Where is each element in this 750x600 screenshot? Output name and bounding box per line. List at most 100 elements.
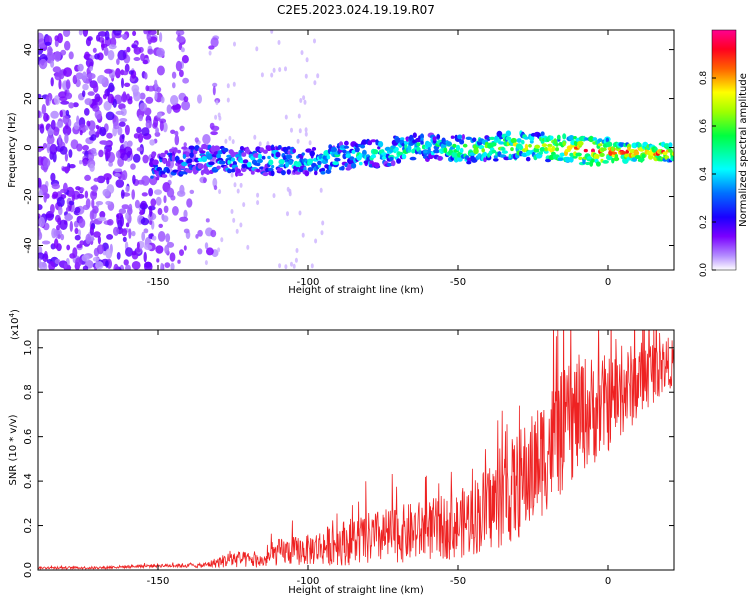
ridge-blob bbox=[613, 156, 620, 162]
noise-blob bbox=[64, 262, 68, 269]
noise-blob bbox=[91, 191, 98, 197]
noise-blob bbox=[121, 133, 125, 140]
ridge-blob bbox=[547, 143, 553, 148]
noise-blob bbox=[78, 229, 81, 237]
noise-blob bbox=[103, 47, 109, 56]
ridge-blob bbox=[363, 160, 369, 165]
noise-blob bbox=[106, 234, 114, 240]
noise-speckle bbox=[316, 73, 320, 79]
noise-blob bbox=[38, 148, 42, 153]
noise-blob bbox=[102, 188, 110, 197]
ridge-blob bbox=[265, 167, 270, 173]
noise-blob bbox=[104, 68, 113, 74]
ridge-blob bbox=[451, 151, 458, 158]
noise-blob bbox=[125, 222, 130, 228]
noise-blob bbox=[125, 264, 131, 270]
noise-blob bbox=[139, 102, 147, 112]
ridge-blob bbox=[276, 167, 284, 172]
noise-blob bbox=[158, 223, 163, 228]
ridge-blob bbox=[459, 139, 465, 145]
noise-speckle bbox=[284, 66, 287, 72]
snr-background bbox=[38, 330, 674, 570]
noise-blob bbox=[205, 218, 210, 223]
noise-speckle bbox=[226, 83, 230, 89]
noise-blob bbox=[143, 251, 147, 263]
spectrogram-plot: -150 -100 -50 0 -40 -20 0 20 40 Height of strai… bbox=[7, 29, 675, 296]
noise-blob bbox=[182, 77, 190, 84]
ridge-blob bbox=[237, 172, 244, 177]
noise-speckle bbox=[290, 127, 293, 133]
noise-blob bbox=[176, 35, 186, 43]
noise-blob bbox=[98, 149, 104, 158]
ridge-blob bbox=[498, 141, 505, 145]
ridge-blob bbox=[525, 156, 531, 162]
ridge-blob bbox=[344, 140, 349, 146]
ridge-blob bbox=[510, 137, 517, 144]
noise-blob bbox=[149, 206, 153, 218]
noise-speckle bbox=[253, 134, 257, 140]
noise-blob bbox=[142, 154, 149, 164]
figure-title: C2E5.2023.024.19.19.R07 bbox=[277, 3, 435, 17]
ridge-blob bbox=[549, 135, 554, 140]
noise-speckle bbox=[258, 141, 262, 147]
noise-blob bbox=[90, 147, 97, 155]
noise-blob bbox=[64, 153, 68, 162]
ridge-blob bbox=[173, 147, 178, 153]
ridge-blob bbox=[216, 165, 221, 170]
ridge-blob bbox=[262, 149, 268, 154]
ridge-blob bbox=[592, 137, 598, 141]
noise-blob bbox=[54, 72, 62, 81]
ridge-blob bbox=[404, 143, 408, 150]
noise-blob bbox=[68, 164, 76, 169]
noise-blob bbox=[92, 47, 97, 53]
ridge-blob bbox=[349, 156, 355, 161]
ridge-blob bbox=[585, 161, 591, 166]
ridge-blob bbox=[600, 147, 607, 152]
noise-speckle bbox=[230, 172, 234, 178]
noise-blob bbox=[99, 126, 107, 137]
noise-blob bbox=[131, 261, 141, 270]
noise-speckle bbox=[239, 222, 243, 228]
noise-blob bbox=[136, 147, 143, 152]
noise-blob bbox=[56, 224, 60, 231]
noise-blob bbox=[146, 33, 152, 41]
ridge-blob bbox=[544, 147, 548, 152]
noise-speckle bbox=[277, 40, 281, 45]
noise-blob bbox=[79, 240, 85, 246]
noise-blob bbox=[96, 201, 100, 208]
noise-blob bbox=[41, 240, 51, 245]
ridge-blob bbox=[374, 162, 380, 168]
noise-blob bbox=[59, 110, 63, 118]
ridge-blob bbox=[152, 159, 159, 166]
ridge-blob bbox=[325, 169, 332, 175]
ridge-blob bbox=[569, 156, 574, 163]
ridge-blob bbox=[286, 146, 291, 150]
y-tick-label: -40 bbox=[23, 237, 34, 253]
noise-blob bbox=[122, 91, 127, 102]
noise-blob bbox=[38, 43, 47, 48]
ridge-blob bbox=[400, 137, 405, 141]
noise-blob bbox=[124, 154, 128, 162]
ridge-blob bbox=[317, 160, 322, 166]
noise-blob bbox=[210, 131, 218, 136]
noise-blob bbox=[115, 150, 121, 158]
noise-blob bbox=[127, 98, 133, 105]
noise-blob bbox=[65, 109, 70, 117]
noise-blob bbox=[117, 126, 123, 136]
noise-blob bbox=[84, 174, 91, 181]
ridge-blob bbox=[481, 148, 486, 153]
noise-blob bbox=[183, 96, 189, 103]
ridge-blob bbox=[227, 159, 232, 165]
ridge-blob bbox=[569, 152, 574, 157]
noise-blob bbox=[97, 31, 107, 37]
noise-speckle bbox=[232, 217, 236, 223]
x-tick-label: -100 bbox=[297, 576, 320, 587]
ridge-blob bbox=[443, 147, 448, 154]
ridge-blob bbox=[555, 143, 559, 147]
noise-blob bbox=[92, 184, 98, 193]
spectrogram-ridge bbox=[148, 130, 674, 181]
noise-blob bbox=[183, 245, 187, 251]
ridge-blob bbox=[278, 164, 285, 168]
noise-blob bbox=[124, 82, 131, 88]
ridge-blob bbox=[668, 142, 673, 148]
